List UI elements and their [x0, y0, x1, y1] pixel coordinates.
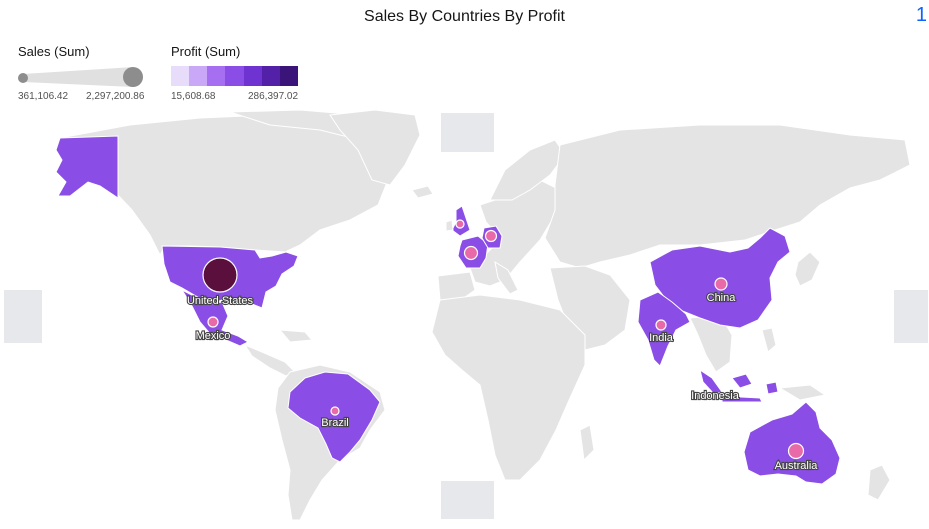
label-mexico: Mexico — [196, 330, 231, 342]
bubble-germany[interactable] — [484, 229, 498, 243]
bubble-china[interactable] — [714, 277, 728, 291]
size-legend-max: 2,297,200.86 — [86, 91, 145, 102]
pan-down-button[interactable] — [441, 481, 494, 519]
bubble-united-states[interactable] — [202, 257, 238, 293]
label-brazil: Brazil — [321, 417, 349, 429]
color-legend-swatch — [207, 66, 226, 86]
bubble-india[interactable] — [655, 319, 667, 331]
label-indonesia: Indonesia — [691, 390, 740, 402]
label-china: China — [707, 292, 737, 304]
country-brazil — [287, 371, 381, 463]
country-indonesia — [699, 368, 779, 403]
bubble-united-kingdom[interactable] — [455, 219, 465, 229]
bubble-brazil[interactable] — [330, 406, 340, 416]
size-legend-scale — [18, 67, 143, 87]
label-united-states: United States — [187, 295, 254, 307]
color-legend-swatch — [279, 66, 298, 86]
color-legend-label: Profit (Sum) — [171, 44, 241, 59]
color-legend-swatch — [189, 66, 208, 86]
color-legend-swatch — [261, 66, 280, 86]
pan-right-button[interactable] — [894, 290, 928, 343]
sales-bubbles — [202, 219, 805, 460]
size-legend-min-dot — [18, 73, 28, 83]
color-legend-swatch — [171, 66, 190, 86]
size-legend-max-dot — [123, 67, 143, 87]
bubble-france[interactable] — [463, 245, 479, 261]
size-legend-min: 361,106.42 — [18, 91, 69, 102]
color-legend-max: 286,397.02 — [248, 91, 299, 102]
color-legend-scale — [171, 66, 298, 86]
label-india: India — [649, 332, 674, 344]
bubble-mexico[interactable] — [207, 316, 219, 328]
color-legend-min: 15,608.68 — [171, 91, 216, 102]
country-alaska — [55, 135, 119, 199]
country-labels: United States Mexico Brazil China India Indon… — [186, 291, 820, 473]
chart-title: Sales By Countries By Profit — [364, 8, 565, 25]
label-australia: Australia — [775, 460, 819, 472]
page-indicator[interactable]: 1 — [915, 4, 927, 26]
color-legend-swatch — [243, 66, 262, 86]
color-legend-swatch — [225, 66, 244, 86]
country-ireland — [445, 219, 454, 232]
country-australia — [743, 401, 841, 485]
world-map[interactable]: United States Mexico Brazil China India Indon… — [0, 105, 929, 529]
bubble-australia[interactable] — [787, 442, 805, 460]
size-legend-label: Sales (Sum) — [18, 44, 90, 59]
pan-left-button[interactable] — [4, 290, 42, 343]
pan-up-button[interactable] — [441, 113, 494, 152]
